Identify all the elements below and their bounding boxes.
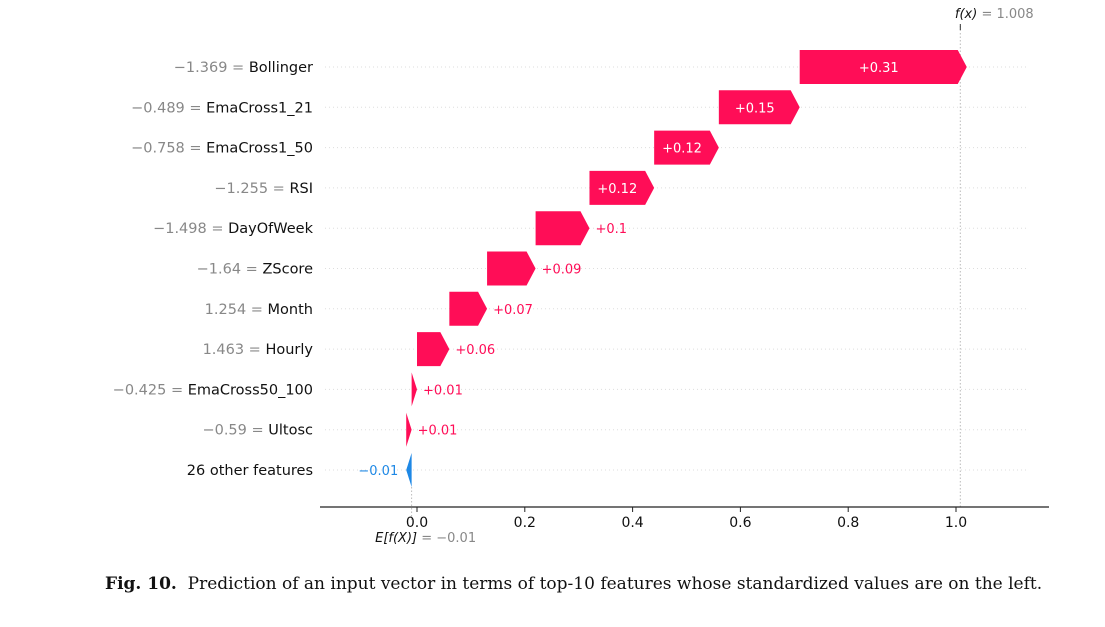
feature-label: −1.369 = Bollinger	[174, 60, 313, 76]
bar-bollinger	[799, 50, 967, 84]
x-tick-label: 1.0	[945, 515, 967, 531]
feature-label: −1.255 = RSI	[214, 181, 313, 197]
bar-value-label: −0.01	[358, 464, 398, 479]
bar-value-label: +0.01	[423, 383, 463, 398]
feature-label: −0.489 = EmaCross1_21	[131, 100, 313, 116]
bar-month	[449, 291, 488, 326]
feature-label: 1.254 = Month	[205, 302, 313, 318]
bar-emacross1-50	[654, 130, 719, 165]
x-tick-label: 0.8	[837, 515, 859, 531]
x-tick-label: 0.6	[729, 515, 751, 531]
bar-emacross1-21	[718, 90, 800, 125]
bar-value-label: +0.01	[418, 424, 458, 439]
bar-value-label: +0.12	[662, 142, 702, 157]
figure-caption: Fig. 10. Prediction of an input vector i…	[105, 574, 1085, 594]
bar-dayofweek	[535, 211, 590, 246]
bar-hourly	[417, 332, 450, 367]
bar-26-other-features	[406, 453, 412, 487]
feature-label: −0.758 = EmaCross1_50	[131, 141, 313, 157]
feature-label: −1.498 = DayOfWeek	[153, 221, 314, 237]
x-tick-label: 0.0	[406, 515, 428, 531]
caption-text: Prediction of an input vector in terms o…	[187, 574, 1043, 594]
bar-value-label: +0.07	[493, 303, 533, 318]
bar-zscore	[487, 251, 536, 286]
bar-value-label: +0.15	[735, 101, 775, 116]
base-value-label: E[f(X)] = −0.01	[375, 531, 476, 546]
feature-label: −1.64 = ZScore	[197, 262, 313, 278]
bar-value-label: +0.09	[542, 263, 582, 278]
feature-label: 1.463 = Hourly	[203, 342, 314, 358]
x-tick-label: 0.2	[514, 515, 536, 531]
output-value-label: f(x) = 1.008	[955, 7, 1034, 22]
bar-rsi	[589, 170, 655, 205]
feature-label: −0.425 = EmaCross50_100	[113, 382, 313, 398]
bar-value-label: +0.06	[455, 343, 495, 358]
caption-label: Fig. 10.	[105, 574, 177, 594]
bar-value-label: +0.1	[595, 222, 627, 237]
x-tick-label: 0.4	[621, 515, 643, 531]
feature-label: −0.59 = Ultosc	[202, 423, 313, 439]
bar-emacross50-100	[411, 372, 417, 407]
feature-label: 26 other features	[187, 463, 313, 479]
bar-ultosc	[406, 412, 412, 447]
bar-value-label: +0.31	[859, 61, 899, 76]
shap-waterfall-chart: +0.31 −1.369 = Bollinger +0.15 −0.489 = Ema…	[113, 7, 1049, 546]
bar-value-label: +0.12	[597, 182, 637, 197]
